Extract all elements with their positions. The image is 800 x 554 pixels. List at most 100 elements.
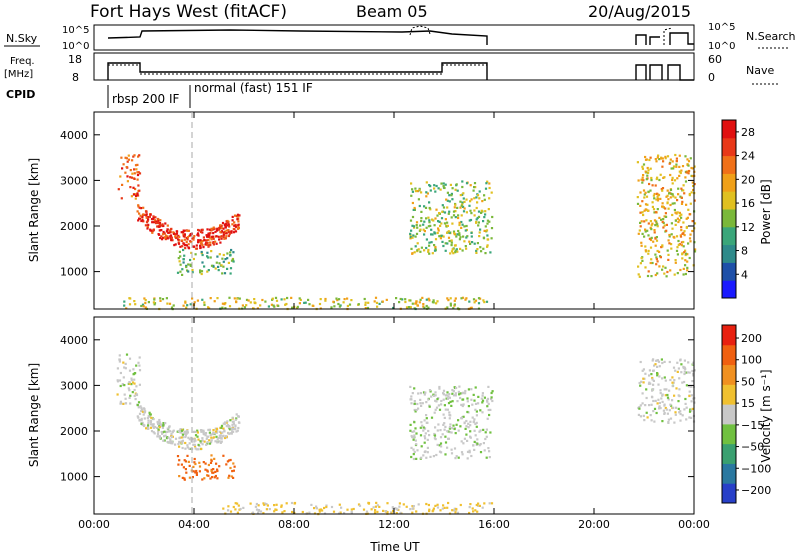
power-cell xyxy=(163,232,166,235)
velocity-cell xyxy=(444,408,447,411)
power-cell xyxy=(678,219,681,222)
power-cell xyxy=(189,264,192,267)
power-cell xyxy=(126,175,129,178)
power-cell xyxy=(267,305,270,308)
velocity-cell xyxy=(488,456,491,459)
velocity-cell xyxy=(479,429,482,432)
power-cell xyxy=(143,213,146,216)
velocity-cell xyxy=(469,503,472,506)
velocity-cell xyxy=(158,426,161,429)
velocity-cell xyxy=(168,441,171,444)
power-cell xyxy=(126,160,129,163)
power-cell xyxy=(136,192,139,195)
velocity-cell xyxy=(671,381,674,384)
velocity-cell xyxy=(419,392,422,395)
power-cell xyxy=(197,239,200,242)
velocity-xtick-label: 04:00 xyxy=(178,518,210,531)
velocity-cell xyxy=(447,395,450,398)
power-cell xyxy=(430,241,433,244)
velocity-cell xyxy=(445,394,448,397)
power-cell xyxy=(647,249,650,252)
velocity-cell xyxy=(672,381,675,384)
velocity-cell xyxy=(280,504,283,507)
power-cell xyxy=(456,206,459,209)
power-cell xyxy=(672,165,676,168)
velocity-cell xyxy=(474,509,477,512)
velocity-cell xyxy=(433,394,436,397)
power-cell xyxy=(482,247,485,250)
velocity-cell xyxy=(372,506,375,509)
power-cell xyxy=(477,210,481,213)
power-cell xyxy=(209,241,212,244)
power-cell xyxy=(642,213,645,217)
power-cell xyxy=(449,297,452,300)
nave-tick-lo: 0 xyxy=(708,71,715,84)
power-cell xyxy=(135,194,138,197)
velocity-cell xyxy=(140,409,143,412)
power-cell xyxy=(647,171,650,174)
velocity-cell xyxy=(211,433,214,436)
velocity-cell xyxy=(438,408,442,411)
power-cell xyxy=(686,266,689,269)
power-cell xyxy=(680,202,684,205)
power-cell xyxy=(649,189,652,192)
power-cell xyxy=(651,261,654,265)
velocity-cell xyxy=(164,422,167,425)
power-cell xyxy=(672,195,675,198)
power-cell xyxy=(420,191,423,194)
velocity-cell xyxy=(659,389,662,392)
power-cell xyxy=(680,169,683,172)
power-cell xyxy=(195,247,198,250)
power-cell xyxy=(647,252,650,255)
velocity-cell xyxy=(666,396,670,399)
power-cell xyxy=(412,225,416,228)
power-cell xyxy=(478,231,481,234)
velocity-cell xyxy=(427,503,430,507)
power-colorbar-frame xyxy=(721,119,737,299)
velocity-cell xyxy=(234,508,237,511)
velocity-cell xyxy=(133,378,136,381)
velocity-cell xyxy=(231,423,234,426)
velocity-cell xyxy=(442,389,446,392)
velocity-cell xyxy=(443,428,446,431)
velocity-cell xyxy=(148,415,151,418)
power-cell xyxy=(679,171,682,175)
velocity-cell xyxy=(688,394,691,398)
power-cell xyxy=(127,154,130,157)
velocity-cell xyxy=(477,502,480,505)
power-cell xyxy=(415,232,419,235)
velocity-cell xyxy=(444,425,447,428)
velocity-cell xyxy=(444,453,447,456)
power-cell xyxy=(470,235,473,238)
power-cell xyxy=(213,300,216,303)
power-cell xyxy=(469,242,472,245)
velocity-cell xyxy=(486,417,489,420)
velocity-cell xyxy=(491,399,494,403)
velocity-cell xyxy=(198,465,202,468)
power-cell xyxy=(143,297,146,300)
power-cell xyxy=(468,204,471,207)
power-cell xyxy=(216,227,219,230)
velocity-cell xyxy=(143,417,146,420)
velocity-cell xyxy=(461,453,464,456)
velocity-cell xyxy=(673,421,676,424)
power-cell xyxy=(416,242,419,245)
power-cell xyxy=(658,265,661,268)
velocity-cell xyxy=(357,503,361,506)
velocity-cell xyxy=(683,370,686,373)
velocity-cell xyxy=(485,435,488,438)
velocity-cell xyxy=(213,476,216,479)
power-cell xyxy=(411,236,414,239)
power-cell xyxy=(411,215,415,219)
velocity-cell xyxy=(224,435,227,438)
power-cell xyxy=(177,242,181,245)
velocity-cell xyxy=(255,502,258,506)
velocity-cell xyxy=(470,388,473,391)
power-cell xyxy=(413,307,416,310)
power-cell xyxy=(236,218,239,221)
power-cell xyxy=(457,229,460,233)
power-cell xyxy=(235,301,238,304)
power-cell xyxy=(455,235,458,238)
velocity-cell xyxy=(227,476,230,479)
